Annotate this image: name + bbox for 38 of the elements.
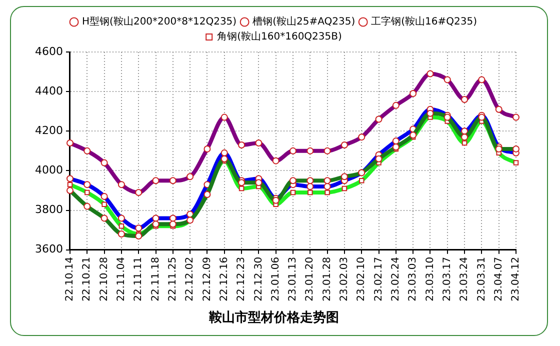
y-tick-label: 3800 [34,203,63,216]
legend-label: 工字钢(鞍山16#Q235) [371,16,478,28]
x-tick-label: 23.03.17 [442,256,453,302]
x-tick-label: 22.12.23 [236,256,248,302]
x-tick-label: 22.12.02 [184,256,196,302]
x-tick-label: 22.10.28 [98,256,110,302]
x-tick-label: 23.02.17 [373,256,384,302]
x-tick-label: 23.04.07 [493,256,504,302]
x-tick-label: 22.11.18 [150,256,162,302]
x-tick-label: 23.01.13 [288,256,299,302]
legend-label: 角钢(鞍山160*160Q235B) [217,30,342,43]
x-tick-label: 23.03.10 [424,256,436,302]
y-tick-label: 4000 [34,164,63,177]
x-tick-label: 23.03.03 [408,256,419,302]
y-tick-label: 4200 [34,124,63,138]
x-tick-label: 22.10.21 [82,256,93,302]
y-tick-label: 4400 [34,84,63,98]
x-tick-label: 23.01.20 [304,256,316,302]
text: 鞍山市型材价格走势图 [208,310,339,326]
x-tick-label: 23.03.31 [476,256,488,302]
x-tick-label: 22.11.11 [133,256,144,302]
legend-label: 槽钢(鞍山25#AQ235) [252,16,356,28]
x-tick-label: 23.02.24 [390,256,402,302]
x-tick-label: 22.12.16 [218,256,230,302]
x-tick-label: 22.12.09 [202,256,213,302]
x-tick-label: 23.02.10 [356,256,368,302]
x-tick-label: 23.04.12 [510,256,522,302]
x-tick-label: 23.02.03 [339,256,350,302]
y-tick-label: 4600 [34,44,63,58]
x-tick-label: 22.10.14 [64,256,76,302]
legend-label: H型钢(鞍山200*200*8*12Q235) [82,16,237,28]
x-tick-label: 22.12.30 [253,256,264,302]
x-tick-label: 23.03.24 [459,256,470,302]
x-tick-label: 23.01.06 [270,256,282,302]
x-tick-label: 22.11.25 [168,256,179,302]
x-tick-label: 22.11.04 [116,256,128,302]
y-tick-label: 3600 [34,242,63,256]
x-tick-label: 23.01.28 [322,256,333,302]
